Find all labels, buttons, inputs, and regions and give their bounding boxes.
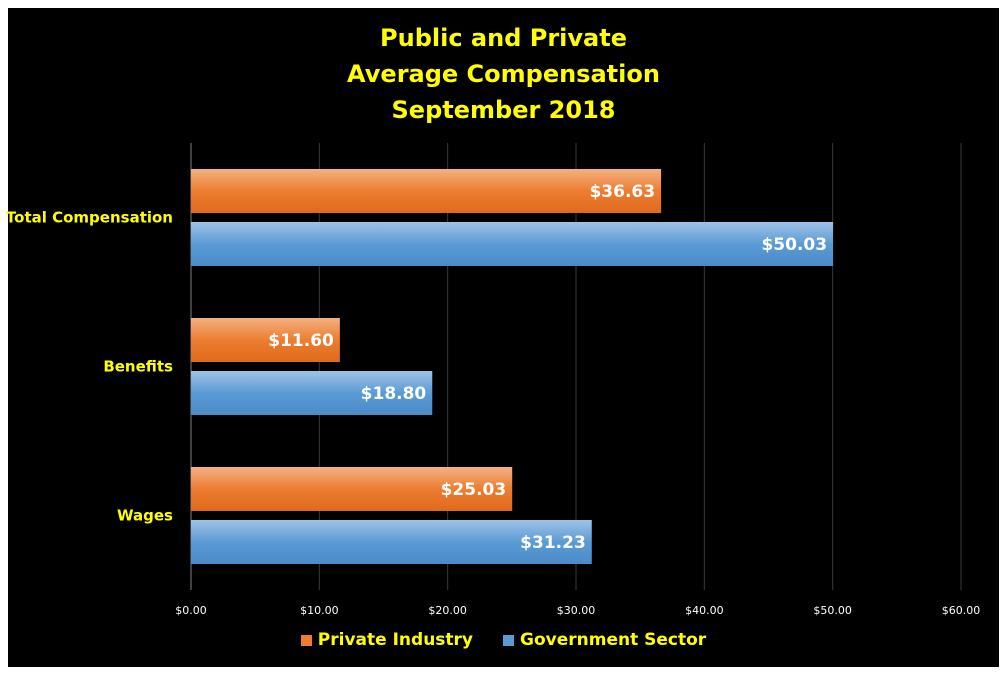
labels: $0.00 $10.00 $20.00 $30.00 $40.00 $50.00 $60.0…	[6, 182, 980, 617]
bar-private-industry	[191, 318, 340, 362]
bar-private-industry	[191, 169, 662, 213]
x-tick-label: $30.00	[557, 604, 596, 617]
legend: Private Industry Government Sector	[0, 630, 1007, 650]
x-tick-label: $50.00	[813, 604, 852, 617]
data-label: $31.23	[520, 533, 586, 553]
chart-title-line-1: Public and Private	[380, 24, 627, 52]
category-label: Total Compensation	[6, 209, 173, 227]
chart-title-line-3: September 2018	[391, 96, 616, 124]
gridlines	[190, 143, 962, 590]
legend-label-government-sector: Government Sector	[520, 630, 707, 650]
data-label: $18.80	[361, 384, 427, 404]
bar-private-industry	[191, 467, 513, 511]
data-label: $36.63	[589, 182, 655, 202]
category-label: Wages	[117, 507, 173, 525]
chart-title-line-2: Average Compensation	[347, 60, 660, 88]
data-label: $11.60	[268, 331, 334, 351]
legend-item-government-sector: Government Sector	[503, 630, 706, 650]
x-tick-label: $20.00	[428, 604, 467, 617]
bars	[191, 169, 834, 564]
legend-item-private-industry: Private Industry	[300, 630, 474, 650]
x-tick-label: $0.00	[175, 604, 207, 617]
legend-swatch-private-industry	[300, 634, 312, 646]
bar-government-sector	[191, 520, 592, 564]
x-tick-label: $60.00	[942, 604, 981, 617]
category-label: Benefits	[103, 358, 173, 376]
legend-swatch-government-sector	[503, 634, 515, 646]
chart-title: Public and Private Average Compensation …	[0, 20, 1007, 128]
data-label: $50.03	[761, 235, 827, 255]
bar-government-sector	[191, 371, 433, 415]
x-tick-label: $40.00	[685, 604, 724, 617]
legend-label-private-industry: Private Industry	[317, 630, 474, 650]
x-tick-label: $10.00	[300, 604, 339, 617]
data-label: $25.03	[441, 480, 507, 500]
bar-government-sector	[191, 222, 834, 266]
